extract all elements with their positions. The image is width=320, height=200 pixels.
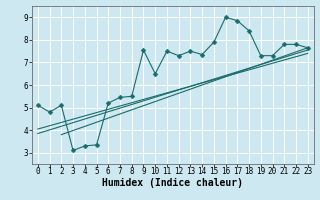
X-axis label: Humidex (Indice chaleur): Humidex (Indice chaleur) <box>102 178 243 188</box>
